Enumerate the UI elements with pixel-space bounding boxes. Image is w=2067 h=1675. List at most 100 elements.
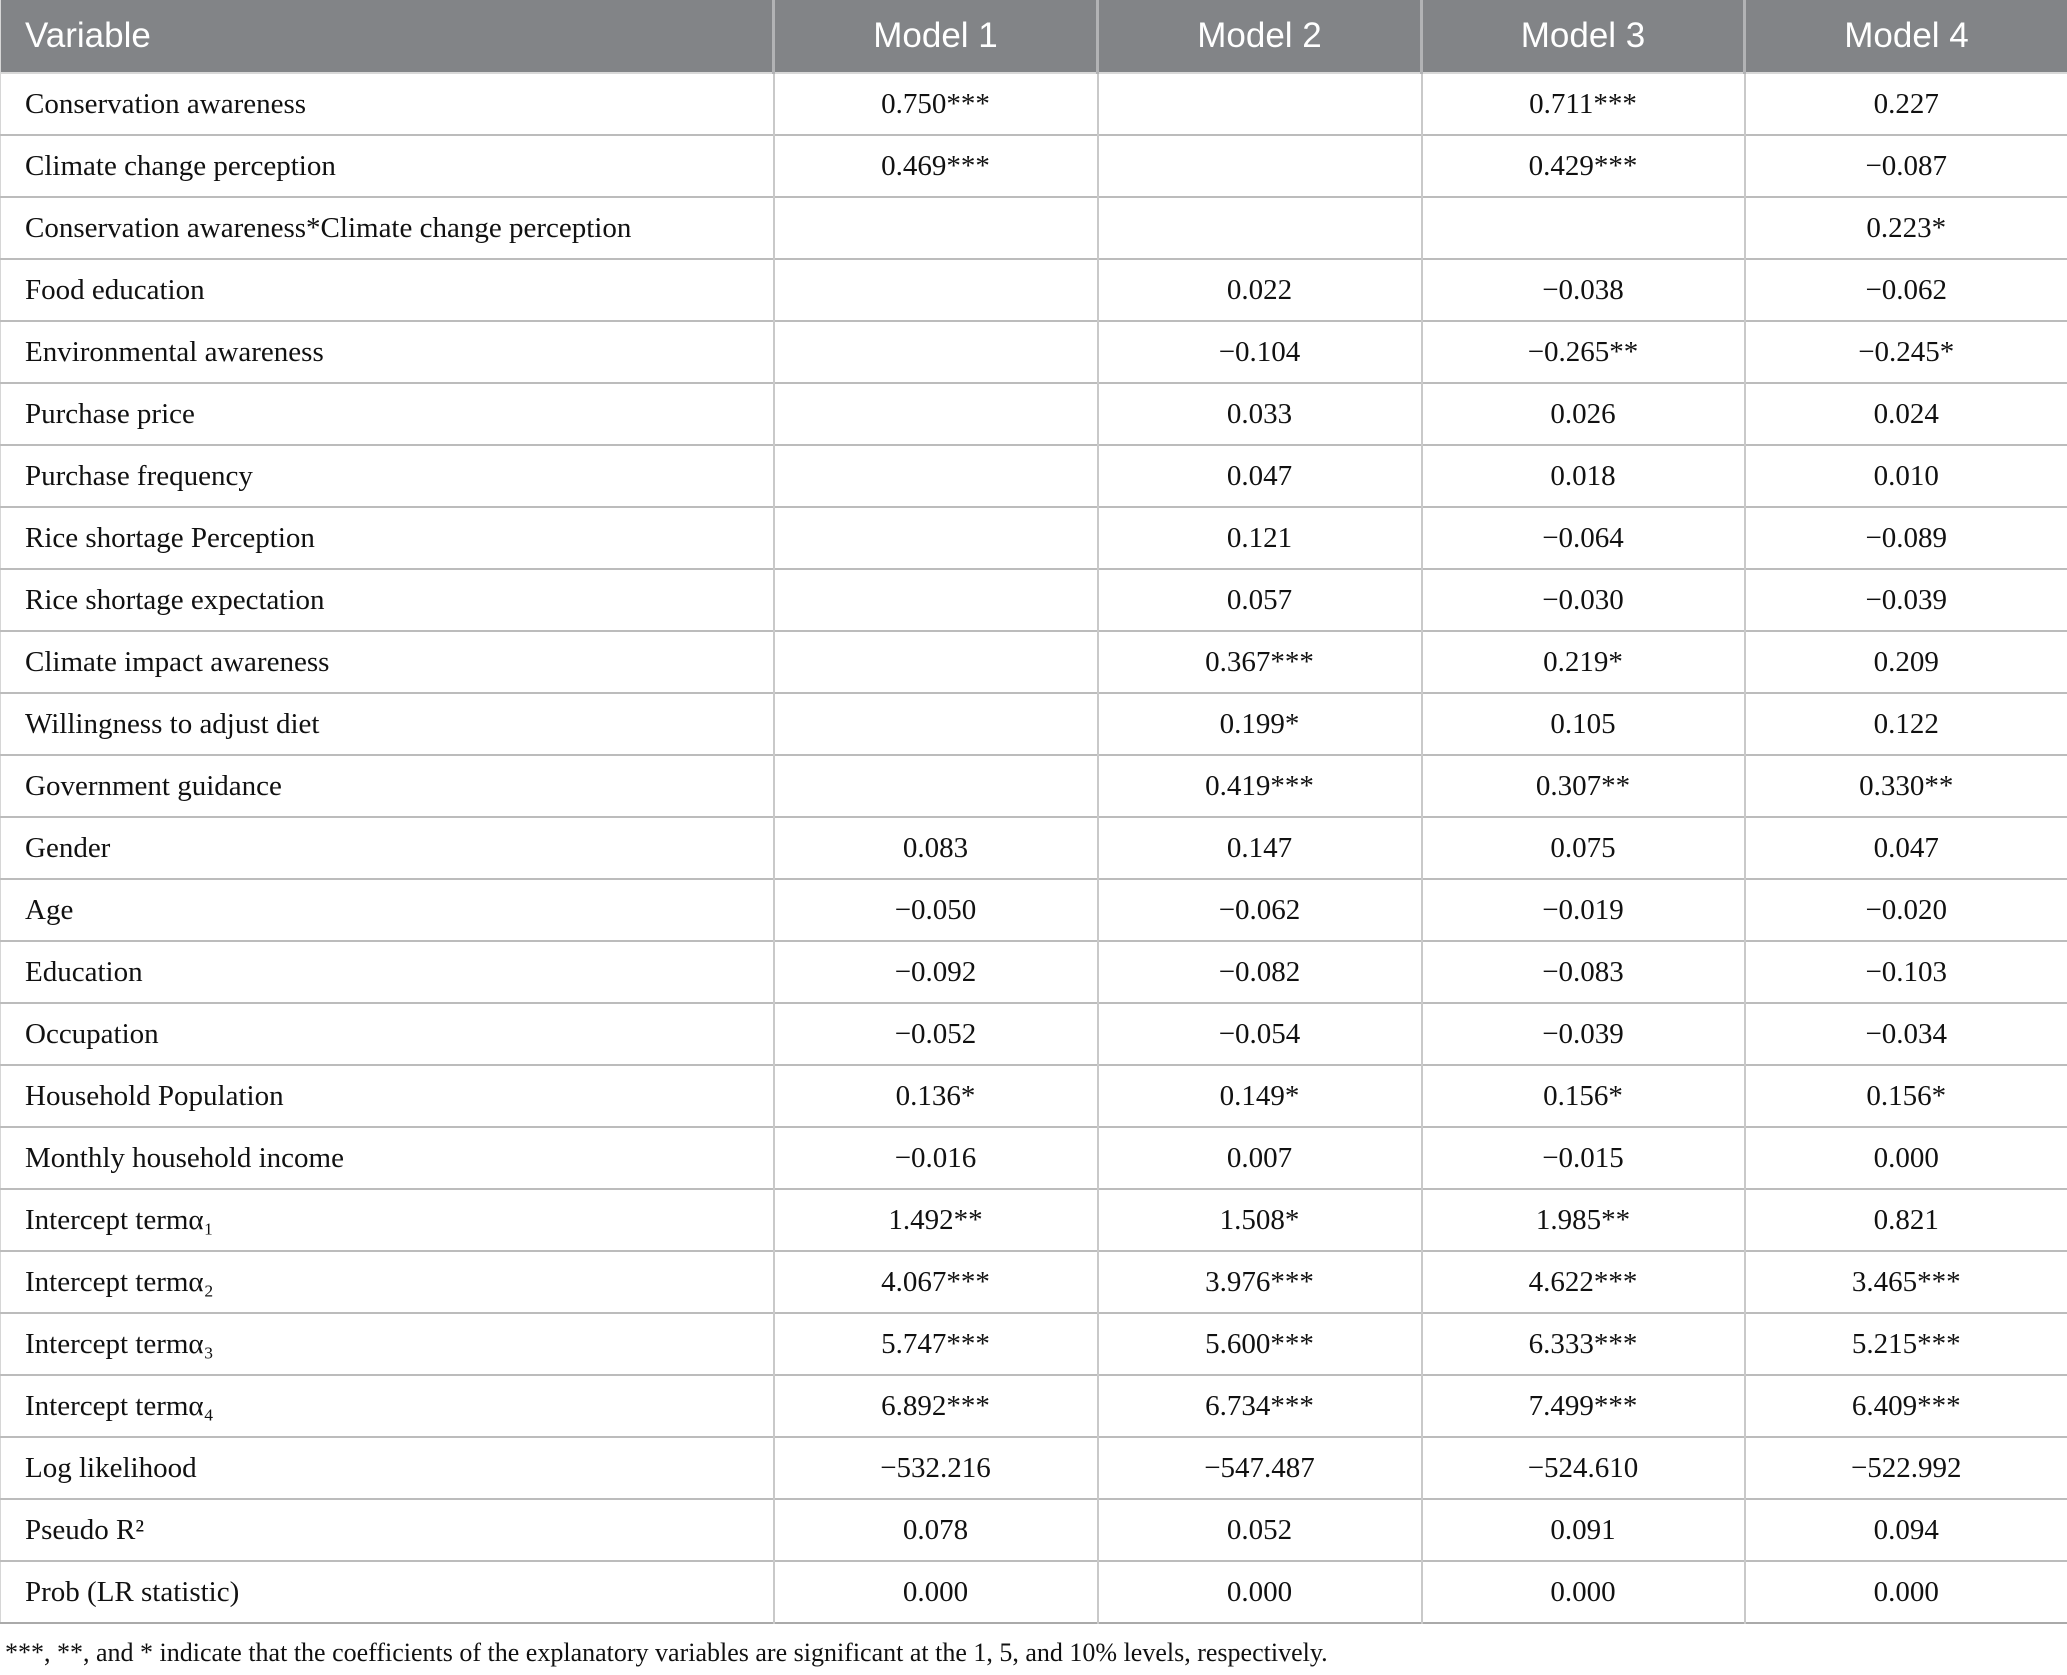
coefficient-cell: −0.083 bbox=[1420, 940, 1745, 1003]
variable-cell: Conservation awareness*Climate change pe… bbox=[0, 196, 774, 259]
variable-cell: Environmental awareness bbox=[0, 320, 774, 383]
coefficient-cell: 1.492** bbox=[772, 1188, 1098, 1251]
table-row: Gender 0.083 0.147 0.075 0.047 bbox=[0, 816, 2067, 879]
coefficient-cell: −0.019 bbox=[1420, 878, 1745, 941]
table-row: Environmental awareness −0.104 −0.265** −0.… bbox=[0, 320, 2067, 383]
coefficient-cell bbox=[1096, 196, 1422, 259]
table-row: Rice shortage expectation 0.057 −0.030 −0.0… bbox=[0, 568, 2067, 631]
coefficient-cell: −0.054 bbox=[1096, 1002, 1422, 1065]
table-row: Rice shortage Perception 0.121 −0.064 −0.08… bbox=[0, 506, 2067, 569]
coefficient-cell bbox=[772, 506, 1098, 569]
coefficient-cell: 0.429*** bbox=[1420, 134, 1745, 197]
table-row: Pseudo R² 0.078 0.052 0.091 0.094 bbox=[0, 1498, 2067, 1561]
coefficient-cell: 0.122 bbox=[1743, 692, 2067, 755]
coefficient-cell: 0.121 bbox=[1096, 506, 1422, 569]
coefficient-cell: −0.103 bbox=[1743, 940, 2067, 1003]
table-row: Conservation awareness 0.750*** 0.711*** 0.… bbox=[0, 72, 2067, 135]
coefficient-cell: 0.000 bbox=[1743, 1126, 2067, 1189]
coefficient-cell: 0.209 bbox=[1743, 630, 2067, 693]
coefficient-cell: 3.976*** bbox=[1096, 1250, 1422, 1313]
coefficient-cell: 0.078 bbox=[772, 1498, 1098, 1561]
coefficient-cell: 5.747*** bbox=[772, 1312, 1098, 1375]
table-row: Intercept termα₄ 6.892*** 6.734*** 7.499***… bbox=[0, 1374, 2067, 1437]
coefficient-cell: −0.039 bbox=[1420, 1002, 1745, 1065]
table-row: Age −0.050 −0.062 −0.019 −0.020 bbox=[0, 878, 2067, 941]
coefficient-cell: 0.156* bbox=[1420, 1064, 1745, 1127]
variable-cell: Government guidance bbox=[0, 754, 774, 817]
table-row: Intercept termα₁ 1.492** 1.508* 1.985** 0.82… bbox=[0, 1188, 2067, 1251]
variable-cell: Intercept termα₂ bbox=[0, 1250, 774, 1313]
coefficient-cell: −0.034 bbox=[1743, 1002, 2067, 1065]
variable-cell: Prob (LR statistic) bbox=[0, 1560, 774, 1623]
variable-cell: Pseudo R² bbox=[0, 1498, 774, 1561]
coefficient-cell: −0.245* bbox=[1743, 320, 2067, 383]
table-row: Intercept termα₃ 5.747*** 5.600*** 6.333***… bbox=[0, 1312, 2067, 1375]
column-header-variable: Variable bbox=[0, 0, 774, 73]
table-row: Conservation awareness*Climate change pe… bbox=[0, 196, 2067, 259]
table-row: Climate change perception 0.469*** 0.429**… bbox=[0, 134, 2067, 197]
coefficient-cell: 5.215*** bbox=[1743, 1312, 2067, 1375]
coefficient-cell: −532.216 bbox=[772, 1436, 1098, 1499]
coefficient-cell: 0.000 bbox=[1743, 1560, 2067, 1623]
table-row: Prob (LR statistic) 0.000 0.000 0.000 0.000 bbox=[0, 1560, 2067, 1623]
coefficient-cell bbox=[772, 630, 1098, 693]
variable-cell: Intercept termα₁ bbox=[0, 1188, 774, 1251]
variable-cell: Gender bbox=[0, 816, 774, 879]
coefficient-cell: −0.050 bbox=[772, 878, 1098, 941]
table-row: Willingness to adjust diet 0.199* 0.105 0.1… bbox=[0, 692, 2067, 755]
coefficient-cell: −0.052 bbox=[772, 1002, 1098, 1065]
table-row: Household Population 0.136* 0.149* 0.156* 0.… bbox=[0, 1064, 2067, 1127]
variable-cell: Rice shortage expectation bbox=[0, 568, 774, 631]
column-header-model-3: Model 3 bbox=[1420, 0, 1745, 73]
variable-cell: Climate change perception bbox=[0, 134, 774, 197]
coefficient-cell: 0.156* bbox=[1743, 1064, 2067, 1127]
header-row: Variable Model 1 Model 2 Model 3 Model 4 bbox=[0, 0, 2067, 73]
coefficient-cell: −0.265** bbox=[1420, 320, 1745, 383]
table-row: Climate impact awareness 0.367*** 0.219* 0.… bbox=[0, 630, 2067, 693]
coefficient-cell: 0.057 bbox=[1096, 568, 1422, 631]
variable-cell: Occupation bbox=[0, 1002, 774, 1065]
coefficient-cell: −522.992 bbox=[1743, 1436, 2067, 1499]
coefficient-cell: 4.067*** bbox=[772, 1250, 1098, 1313]
column-header-model-4: Model 4 bbox=[1743, 0, 2067, 73]
variable-cell: Intercept termα₄ bbox=[0, 1374, 774, 1437]
coefficient-cell bbox=[772, 382, 1098, 445]
coefficient-cell: 0.105 bbox=[1420, 692, 1745, 755]
coefficient-cell: 0.227 bbox=[1743, 72, 2067, 135]
coefficient-cell: −0.062 bbox=[1743, 258, 2067, 321]
coefficient-cell: 0.083 bbox=[772, 816, 1098, 879]
coefficient-cell: −0.104 bbox=[1096, 320, 1422, 383]
coefficient-cell: −0.082 bbox=[1096, 940, 1422, 1003]
coefficient-cell: 4.622*** bbox=[1420, 1250, 1745, 1313]
coefficient-cell: −0.038 bbox=[1420, 258, 1745, 321]
variable-cell: Log likelihood bbox=[0, 1436, 774, 1499]
coefficient-cell: −0.089 bbox=[1743, 506, 2067, 569]
coefficient-cell: 0.821 bbox=[1743, 1188, 2067, 1251]
coefficient-cell: 0.047 bbox=[1096, 444, 1422, 507]
variable-cell: Climate impact awareness bbox=[0, 630, 774, 693]
coefficient-cell: 0.022 bbox=[1096, 258, 1422, 321]
coefficient-cell: −547.487 bbox=[1096, 1436, 1422, 1499]
coefficient-cell: 0.075 bbox=[1420, 816, 1745, 879]
coefficient-cell: 1.985** bbox=[1420, 1188, 1745, 1251]
coefficient-cell: 0.000 bbox=[1420, 1560, 1745, 1623]
coefficient-cell: −0.039 bbox=[1743, 568, 2067, 631]
table-row: Log likelihood −532.216 −547.487 −524.610 −5… bbox=[0, 1436, 2067, 1499]
table-row: Education −0.092 −0.082 −0.083 −0.103 bbox=[0, 940, 2067, 1003]
variable-cell: Purchase price bbox=[0, 382, 774, 445]
column-header-model-1: Model 1 bbox=[772, 0, 1098, 73]
coefficient-cell: 0.199* bbox=[1096, 692, 1422, 755]
variable-cell: Rice shortage Perception bbox=[0, 506, 774, 569]
coefficient-cell: 0.007 bbox=[1096, 1126, 1422, 1189]
coefficient-cell: −0.087 bbox=[1743, 134, 2067, 197]
variable-cell: Education bbox=[0, 940, 774, 1003]
table-row: Intercept termα₂ 4.067*** 3.976*** 4.622***… bbox=[0, 1250, 2067, 1313]
coefficient-cell bbox=[772, 320, 1098, 383]
variable-cell: Intercept termα₃ bbox=[0, 1312, 774, 1375]
coefficient-cell: −524.610 bbox=[1420, 1436, 1745, 1499]
coefficient-cell: 0.094 bbox=[1743, 1498, 2067, 1561]
coefficient-cell: −0.064 bbox=[1420, 506, 1745, 569]
regression-results-table: Variable Model 1 Model 2 Model 3 Model 4 Con… bbox=[0, 0, 2067, 1624]
coefficient-cell bbox=[772, 444, 1098, 507]
table-row: Food education 0.022 −0.038 −0.062 bbox=[0, 258, 2067, 321]
